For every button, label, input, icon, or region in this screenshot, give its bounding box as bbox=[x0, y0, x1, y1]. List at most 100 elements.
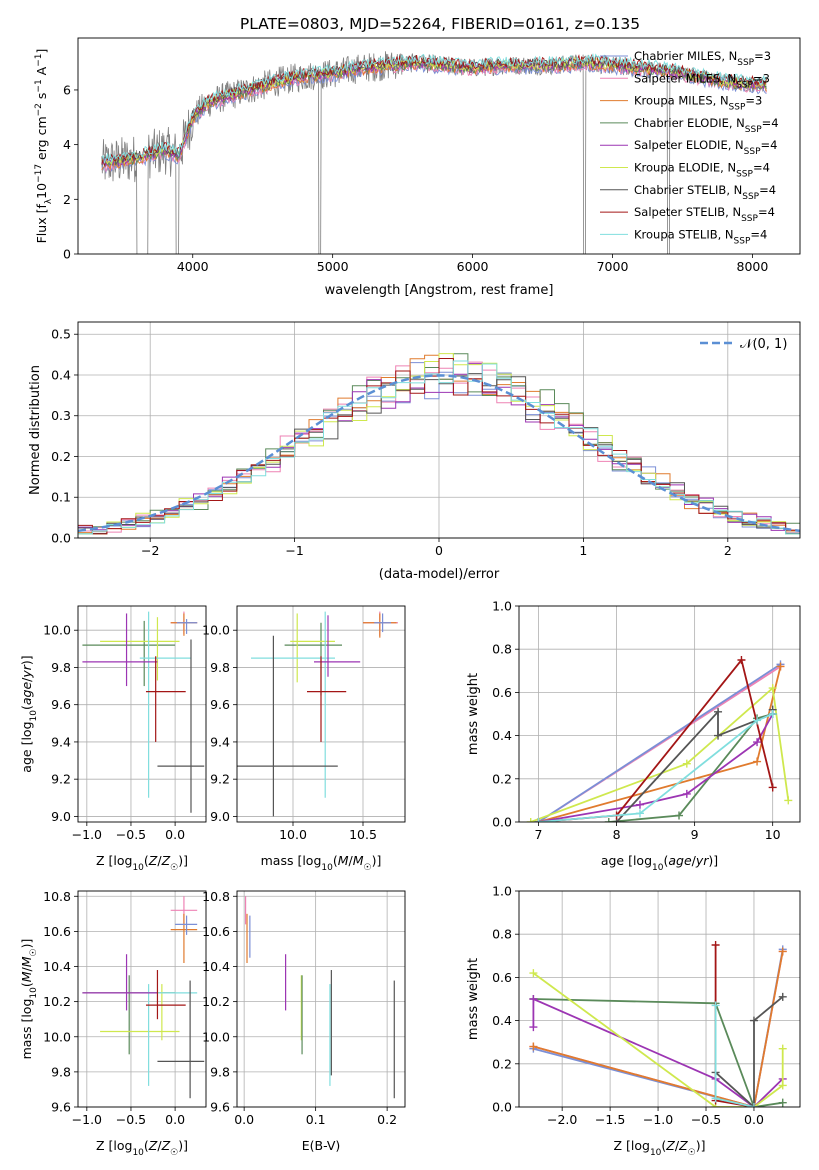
weight-line-4 bbox=[533, 998, 783, 1107]
y-tick-label: 9.2 bbox=[210, 772, 230, 787]
axes-frame bbox=[518, 890, 801, 1108]
x-tick-label: 0.0 bbox=[234, 1112, 254, 1127]
y-tick-label: 10.0 bbox=[202, 1029, 230, 1044]
x-tick-label: 0.2 bbox=[377, 1112, 397, 1127]
mass-vs-metallicity-panel: −1.0 −0.5 0.0 9.6 9.8 10.0 10.2 10.4 10.6 10.8 Z [… bbox=[19, 889, 207, 1158]
weight-marker bbox=[768, 783, 777, 792]
y-tick-label: 9.8 bbox=[51, 1064, 71, 1079]
normal-curve bbox=[78, 374, 800, 533]
plot-area bbox=[82, 611, 205, 813]
y-axis-label: mass weight bbox=[466, 958, 481, 1040]
legend-label: Chabrier ELODIE, NSSP=4 bbox=[634, 116, 779, 135]
x-tick-label: 0.0 bbox=[165, 827, 185, 842]
weight-line-3 bbox=[533, 951, 784, 1107]
plot-area bbox=[78, 353, 800, 535]
age-vs-metallicity-panel: −1.0 −0.5 0.0 9.0 9.2 9.4 9.6 9.8 10.0 Z [log10(Z… bbox=[19, 605, 207, 873]
weight-marker bbox=[737, 656, 746, 664]
x-tick-label: 0.1 bbox=[306, 1112, 326, 1127]
x-tick-label: −0.5 bbox=[691, 1112, 721, 1127]
mass-weight-vs-age-panel: 7 8 9 10 0.0 0.2 0.4 0.6 0.8 1.0 age [log10(age/yr… bbox=[466, 599, 801, 873]
y-tick-label: 4 bbox=[63, 137, 71, 152]
y-tick-label: 10.6 bbox=[43, 924, 71, 939]
y-tick-label: 1.0 bbox=[492, 884, 512, 899]
weight-marker bbox=[711, 941, 720, 949]
y-tick-label: 10.2 bbox=[202, 994, 230, 1009]
weight-marker bbox=[604, 818, 613, 822]
y-axis-label: mass weight bbox=[466, 673, 481, 755]
weight-marker bbox=[784, 796, 793, 805]
axes-frame bbox=[518, 605, 801, 823]
x-tick-label: 7000 bbox=[597, 259, 629, 274]
y-tick-label: 9.6 bbox=[210, 697, 230, 712]
legend-label: Chabrier STELIB, NSSP=4 bbox=[634, 183, 776, 202]
y-tick-label: 9.8 bbox=[51, 660, 71, 675]
y-axis-label: mass [log10(M/M☉)] bbox=[19, 939, 39, 1060]
weight-marker bbox=[711, 1094, 720, 1103]
y-tick-label: 10.4 bbox=[43, 959, 71, 974]
weight-marker bbox=[768, 710, 777, 718]
x-tick-label: 0 bbox=[435, 543, 443, 558]
y-axis-label: Flux [fλ10−17 erg cm−2 s−1 A−1] bbox=[34, 49, 54, 244]
spectrum-panel: 4000 5000 6000 7000 8000 0 2 4 6 Chabrier MILES, … bbox=[34, 37, 801, 298]
weight-marker bbox=[778, 947, 787, 956]
y-tick-label: 0.1 bbox=[51, 490, 71, 505]
weight-marker bbox=[778, 1044, 787, 1053]
y-tick-label: 0.2 bbox=[492, 771, 512, 786]
y-tick-label: 9.6 bbox=[51, 1100, 71, 1115]
y-tick-label: 9.6 bbox=[210, 1100, 230, 1115]
y-tick-label: 0.2 bbox=[51, 449, 71, 464]
weight-marker bbox=[778, 1081, 787, 1090]
y-tick-label: 9.8 bbox=[210, 660, 230, 675]
y-tick-label: 0.4 bbox=[492, 1013, 512, 1028]
x-axis-label: E(B-V) bbox=[302, 1138, 341, 1153]
y-tick-label: 10.2 bbox=[43, 994, 71, 1009]
histogram-step-5 bbox=[78, 363, 800, 534]
x-tick-label: −0.5 bbox=[116, 1112, 146, 1127]
x-axis-label: (data-model)/error bbox=[379, 567, 500, 582]
x-tick-label: 4000 bbox=[177, 259, 209, 274]
y-tick-label: 0.4 bbox=[51, 367, 71, 382]
model-line-8 bbox=[101, 53, 767, 167]
age-vs-mass-panel: 10.0 10.5 9.0 9.2 9.4 9.6 9.8 10.0 mass [log10(M… bbox=[202, 605, 406, 873]
weight-marker bbox=[529, 1042, 538, 1051]
x-tick-label: 10.5 bbox=[349, 827, 377, 842]
y-tick-label: 0.3 bbox=[51, 408, 71, 423]
mass-vs-extinction-panel: 0.0 0.1 0.2 9.6 9.8 10.0 10.2 10.4 10.6 10.8 E(B-V… bbox=[202, 889, 406, 1153]
legend-label: Salpeter MILES, NSSP=3 bbox=[634, 71, 770, 90]
weight-marker bbox=[675, 811, 684, 820]
x-tick-label: 7 bbox=[535, 827, 543, 842]
x-tick-label: 10.0 bbox=[279, 827, 307, 842]
weight-marker bbox=[635, 800, 644, 809]
figure-title: PLATE=0803, MJD=52264, FIBERID=0161, z=0… bbox=[240, 15, 640, 33]
weight-marker bbox=[635, 809, 644, 818]
x-axis-label: age [log10(age/yr)] bbox=[601, 853, 718, 873]
x-tick-label: 8 bbox=[613, 827, 621, 842]
x-tick-label: −1.0 bbox=[72, 827, 102, 842]
x-axis-label: Z [log10(Z/Z☉)] bbox=[96, 853, 188, 873]
weight-marker bbox=[682, 789, 691, 798]
x-tick-label: −2.0 bbox=[547, 1112, 577, 1127]
axes-frame bbox=[77, 605, 207, 823]
weight-marker bbox=[778, 1098, 787, 1107]
y-tick-label: 0.0 bbox=[51, 531, 71, 546]
y-tick-label: 9.2 bbox=[51, 772, 71, 787]
plot-area bbox=[101, 51, 767, 254]
axes-frame bbox=[77, 37, 801, 255]
y-axis-label: age [log10(age/yr)] bbox=[19, 655, 39, 772]
y-tick-label: 10.0 bbox=[202, 623, 230, 638]
weight-marker bbox=[768, 684, 777, 693]
weight-marker bbox=[749, 1016, 758, 1025]
x-tick-label: −1.5 bbox=[595, 1112, 625, 1127]
weight-marker bbox=[714, 731, 723, 740]
x-tick-label: −1.0 bbox=[643, 1112, 673, 1127]
legend-label: 𝒩(0, 1) bbox=[740, 337, 787, 352]
histogram-step-9 bbox=[78, 360, 800, 535]
plot-area bbox=[237, 611, 398, 817]
x-tick-label: 0.0 bbox=[744, 1112, 764, 1127]
x-tick-label: −0.5 bbox=[116, 827, 146, 842]
x-axis-label: Z [log10(Z/Z☉)] bbox=[613, 1138, 705, 1158]
legend-label: Kroupa STELIB, NSSP=4 bbox=[634, 227, 767, 246]
x-tick-label: 10 bbox=[765, 827, 781, 842]
x-tick-label: −1 bbox=[285, 543, 303, 558]
